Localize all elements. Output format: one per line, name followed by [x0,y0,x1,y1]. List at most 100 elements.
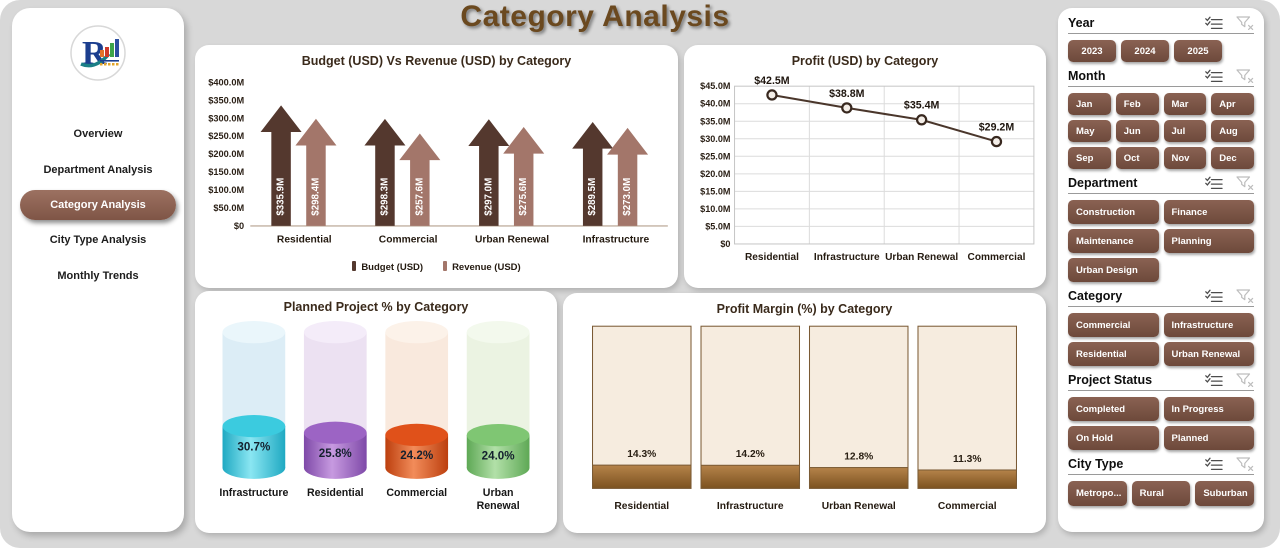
filter-section-city-type: City Type Metropo... Rural Suburban [1068,457,1254,506]
clear-filter-icon[interactable] [1236,16,1254,30]
filter-option-nov[interactable]: Nov [1163,147,1207,169]
clear-filter-icon[interactable] [1236,457,1254,471]
svg-text:$45.0M: $45.0M [700,81,730,91]
filter-option-jan[interactable]: Jan [1068,93,1111,115]
svg-text:$100.0M: $100.0M [208,185,244,195]
filter-option-commercial[interactable]: Commercial [1068,313,1159,337]
margin-bar [592,464,692,489]
svg-text:Urban Renewal: Urban Renewal [885,252,958,263]
margin-bar [808,467,909,489]
sidebar-item-category-analysis[interactable]: Category Analysis [20,190,176,220]
filter-section-project-status: Project Status Completed In Progress On Ho… [1068,373,1254,450]
svg-text:$30.0M: $30.0M [700,134,730,144]
filter-option-completed[interactable]: Completed [1068,397,1159,421]
filter-option-on-hold[interactable]: On Hold [1068,426,1159,450]
svg-text:Infrastructure: Infrastructure [717,501,784,512]
clear-filter-icon[interactable] [1236,289,1254,303]
planned-project-chart: 30.7% Infrastructure 25.8% Residential 24.2%… [219,321,530,512]
filter-option-apr[interactable]: Apr [1211,93,1254,115]
multiselect-icon[interactable] [1205,69,1223,83]
sidebar-item-overview[interactable]: Overview [73,128,123,140]
filter-option-residential[interactable]: Residential [1068,342,1159,366]
multiselect-icon[interactable] [1205,289,1223,303]
svg-text:Urban Renewal: Urban Renewal [475,234,549,245]
filter-option-urban-renewal[interactable]: Urban Renewal [1163,342,1254,366]
svg-text:$0: $0 [234,221,244,231]
filter-option-metropo[interactable]: Metropo... [1068,481,1127,506]
filter-options-project-status: Completed In Progress On Hold Planned [1068,397,1254,450]
svg-text:$200.0M: $200.0M [208,149,244,159]
filter-option-rural[interactable]: Rural [1131,481,1191,506]
filter-option-mar[interactable]: Mar [1163,93,1207,115]
filter-option-jul[interactable]: Jul [1163,120,1207,142]
arrow-bar [364,118,406,226]
sidebar: R Overview Department Analysis Category … [12,8,184,532]
svg-text:$0: $0 [720,239,730,249]
filter-option-oct[interactable]: Oct [1115,147,1159,169]
filter-option-dec[interactable]: Dec [1211,147,1254,169]
svg-text:24.2%: 24.2% [400,449,434,462]
svg-text:25.8%: 25.8% [319,447,353,460]
svg-text:$150.0M: $150.0M [208,167,244,177]
logo-icon: R [69,24,127,82]
filter-title-year: Year [1068,16,1095,30]
svg-text:Residential: Residential [277,234,332,245]
filter-option-2023[interactable]: 2023 [1068,40,1116,62]
multiselect-icon[interactable] [1205,457,1223,471]
svg-text:$35.4M: $35.4M [904,100,940,112]
profit-margin-chart-title: Profit Margin (%) by Category [716,302,893,316]
filter-option-2025[interactable]: 2025 [1174,40,1222,62]
legend-swatch [443,260,448,271]
filter-option-feb[interactable]: Feb [1115,93,1159,115]
svg-text:Urban Renewal: Urban Renewal [822,501,896,512]
filter-title-month: Month [1068,69,1106,83]
multiselect-icon[interactable] [1205,16,1223,30]
filter-option-urban-design[interactable]: Urban Design [1068,258,1159,282]
filter-option-2024[interactable]: 2024 [1121,40,1169,62]
svg-text:$400.0M: $400.0M [208,77,244,87]
svg-text:Residential: Residential [745,252,799,263]
filter-option-jun[interactable]: Jun [1115,120,1159,142]
svg-text:$20.0M: $20.0M [700,169,730,179]
clear-filter-icon[interactable] [1236,69,1254,83]
sidebar-item-department-analysis[interactable]: Department Analysis [43,164,153,176]
svg-text:$5.0M: $5.0M [705,221,730,231]
filter-section-category: Category Commercial Infrastructure Residen… [1068,289,1254,366]
clear-filter-icon[interactable] [1236,176,1254,190]
filter-option-planning[interactable]: Planning [1163,229,1254,253]
filter-options-year: 2023 2024 2025 [1068,40,1254,62]
multiselect-icon[interactable] [1205,176,1223,190]
arrow-bar [468,119,510,226]
svg-text:$42.5M: $42.5M [754,75,790,87]
data-point [841,102,853,114]
svg-text:Infrastructure: Infrastructure [583,234,650,245]
sidebar-item-city-type-analysis[interactable]: City Type Analysis [49,234,147,246]
filter-option-construction[interactable]: Construction [1068,200,1159,224]
profit-margin-chart: 14.3% Residential 14.2% Infrastructure 12.8%… [592,325,1017,512]
profit-chart-card: Profit (USD) by Category $45.0M $40.0M $35… [684,45,1046,288]
arrow-bar [295,118,337,226]
margin-bar [700,464,801,489]
filter-option-maintenance[interactable]: Maintenance [1068,229,1159,253]
filter-option-suburban[interactable]: Suburban [1195,481,1254,506]
filter-option-infrastructure[interactable]: Infrastructure [1163,313,1254,337]
sidebar-item-monthly-trends[interactable]: Monthly Trends [57,270,139,282]
filter-option-may[interactable]: May [1068,120,1111,142]
filter-option-in-progress[interactable]: In Progress [1163,397,1254,421]
filter-options-department: Construction Finance Maintenance Planning Ur… [1068,200,1254,282]
clear-filter-icon[interactable] [1236,373,1254,387]
arrow-bar [260,105,302,226]
filter-option-aug[interactable]: Aug [1211,120,1254,142]
filter-options-category: Commercial Infrastructure Residential Urban… [1068,313,1254,366]
multiselect-icon[interactable] [1205,373,1223,387]
svg-text:Residential: Residential [307,487,364,499]
svg-text:Infrastructure: Infrastructure [219,487,288,499]
filter-option-finance[interactable]: Finance [1163,200,1254,224]
svg-text:11.3%: 11.3% [953,454,982,465]
budget-revenue-chart-card: Budget (USD) Vs Revenue (USD) by Categor… [195,45,678,288]
svg-text:Commercial: Commercial [968,252,1026,263]
data-point [766,89,778,101]
svg-text:Infrastructure: Infrastructure [814,252,880,263]
filter-option-sep[interactable]: Sep [1068,147,1111,169]
filter-option-planned[interactable]: Planned [1163,426,1254,450]
